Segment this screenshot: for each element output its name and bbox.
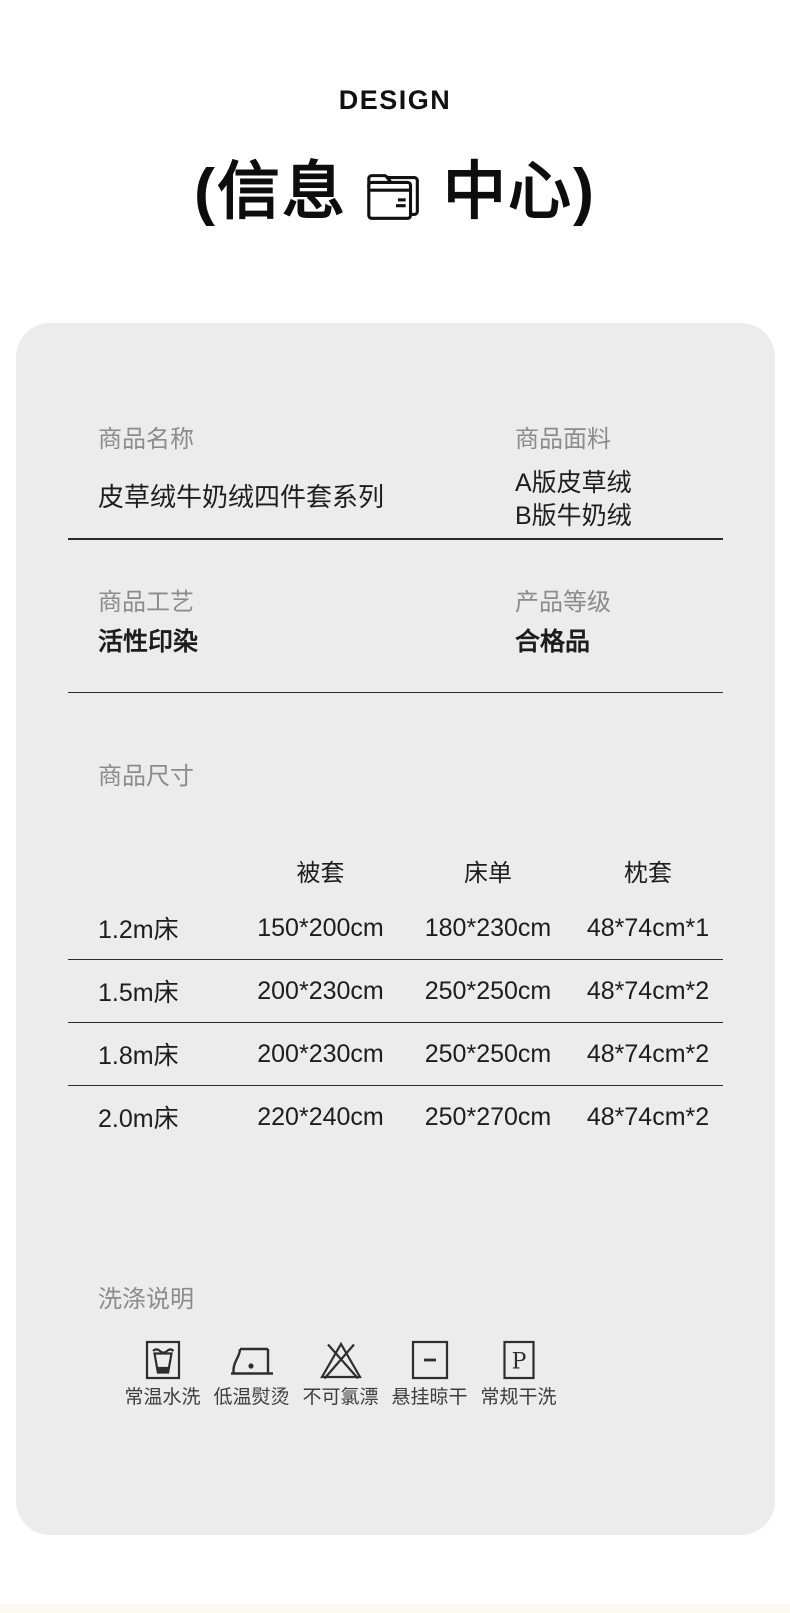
page-title-left: (信息 (194, 157, 347, 227)
size-row-label: 1.5m床 (98, 979, 179, 1007)
size-cell: 250*250cm (424, 1039, 552, 1068)
next-section-edge (0, 1604, 790, 1613)
field-value: A版皮草绒 (515, 469, 632, 497)
design-eyebrow: DESIGN (338, 85, 452, 115)
iron-icon (229, 1334, 275, 1380)
field-label: 产品等级 (515, 588, 611, 616)
dry-clean-icon: P (501, 1334, 537, 1380)
field-value: 皮草绒牛奶绒四件套系列 (98, 482, 385, 512)
size-row-label: 2.0m床 (98, 1105, 179, 1133)
care-instructions: 常温水洗 低温熨烫 (68, 1334, 723, 1410)
product-info-card: 商品名称 皮草绒牛奶绒四件套系列 商品面料 A版皮草绒 B版牛奶绒 商品工艺 活… (16, 323, 775, 1535)
svg-text:P: P (511, 1350, 526, 1375)
field-value: 合格品 (515, 627, 591, 656)
field-label: 商品工艺 (98, 588, 194, 616)
divider (68, 538, 723, 540)
size-cell: 250*250cm (424, 976, 552, 1005)
field-fabric: 商品面料 A版皮草绒 B版牛奶绒 (485, 425, 723, 538)
page-title: (信息 中心) (0, 150, 790, 234)
size-cell: 150*200cm (257, 913, 384, 942)
care-label: 悬挂晾干 (391, 1387, 468, 1408)
field-label: 商品面料 (515, 426, 611, 453)
care-item: 悬挂晾干 (385, 1334, 474, 1410)
care-label: 常规干洗 (480, 1387, 557, 1408)
size-col-header-duvet: 被套 (296, 859, 345, 887)
care-item: 常温水洗 (118, 1334, 207, 1410)
field-row-1: 商品名称 皮草绒牛奶绒四件套系列 商品面料 A版皮草绒 B版牛奶绒 (68, 323, 723, 538)
size-cell: 180*230cm (424, 913, 552, 942)
wash-tub-icon (145, 1334, 181, 1380)
field-row-2: 商品工艺 活性印染 产品等级 合格品 (68, 540, 723, 692)
size-col-header-pillow: 枕套 (624, 859, 672, 887)
size-table-row: 1.8m床 200*230cm 250*250cm 48*74cm*2 (68, 1023, 723, 1086)
care-item: 低温熨烫 (207, 1334, 296, 1410)
page-title-right: 中心) (443, 157, 596, 227)
no-bleach-icon (319, 1334, 363, 1380)
size-table-row: 1.2m床 150*200cm 180*230cm 48*74cm*1 (68, 897, 723, 960)
field-grade: 产品等级 合格品 (485, 588, 723, 692)
hang-dry-icon (411, 1334, 449, 1380)
divider (68, 691, 723, 693)
care-item: 不可氯漂 (296, 1334, 385, 1410)
size-cell: 48*74cm*1 (586, 913, 710, 942)
size-row-label: 1.8m床 (98, 1042, 179, 1070)
care-item: P 常规干洗 (474, 1334, 563, 1410)
size-cell: 200*230cm (257, 976, 384, 1005)
field-value: 活性印染 (98, 627, 199, 656)
field-product-name: 商品名称 皮草绒牛奶绒四件套系列 (68, 425, 485, 538)
header: DESIGN (信息 中心) (0, 0, 790, 234)
size-table-row: 2.0m床 220*240cm 250*270cm 48*74cm*2 (68, 1086, 723, 1148)
size-col-header-sheet: 床单 (464, 859, 512, 887)
size-table-header: 被套 床单 枕套 (68, 843, 723, 897)
size-table: 被套 床单 枕套 1.2m床 150*200cm 180*230cm 48*74… (68, 843, 723, 1148)
field-craft: 商品工艺 活性印染 (68, 588, 485, 692)
size-cell: 200*230cm (257, 1039, 384, 1068)
size-section-title: 商品尺寸 (98, 763, 194, 790)
care-label: 常温水洗 (124, 1387, 201, 1408)
care-label: 不可氯漂 (302, 1387, 379, 1408)
size-table-row: 1.5m床 200*230cm 250*250cm 48*74cm*2 (68, 960, 723, 1023)
size-cell: 220*240cm (257, 1102, 384, 1131)
care-section-title: 洗涤说明 (98, 1286, 194, 1313)
field-value: B版牛奶绒 (515, 502, 632, 530)
field-label: 商品名称 (98, 426, 194, 453)
size-cell: 48*74cm*2 (586, 1039, 710, 1068)
folder-documents-icon (362, 165, 428, 227)
size-row-label: 1.2m床 (98, 916, 179, 944)
size-cell: 250*270cm (424, 1102, 552, 1131)
size-cell: 48*74cm*2 (586, 1102, 710, 1131)
size-cell: 48*74cm*2 (586, 976, 710, 1005)
care-label: 低温熨烫 (213, 1387, 290, 1408)
